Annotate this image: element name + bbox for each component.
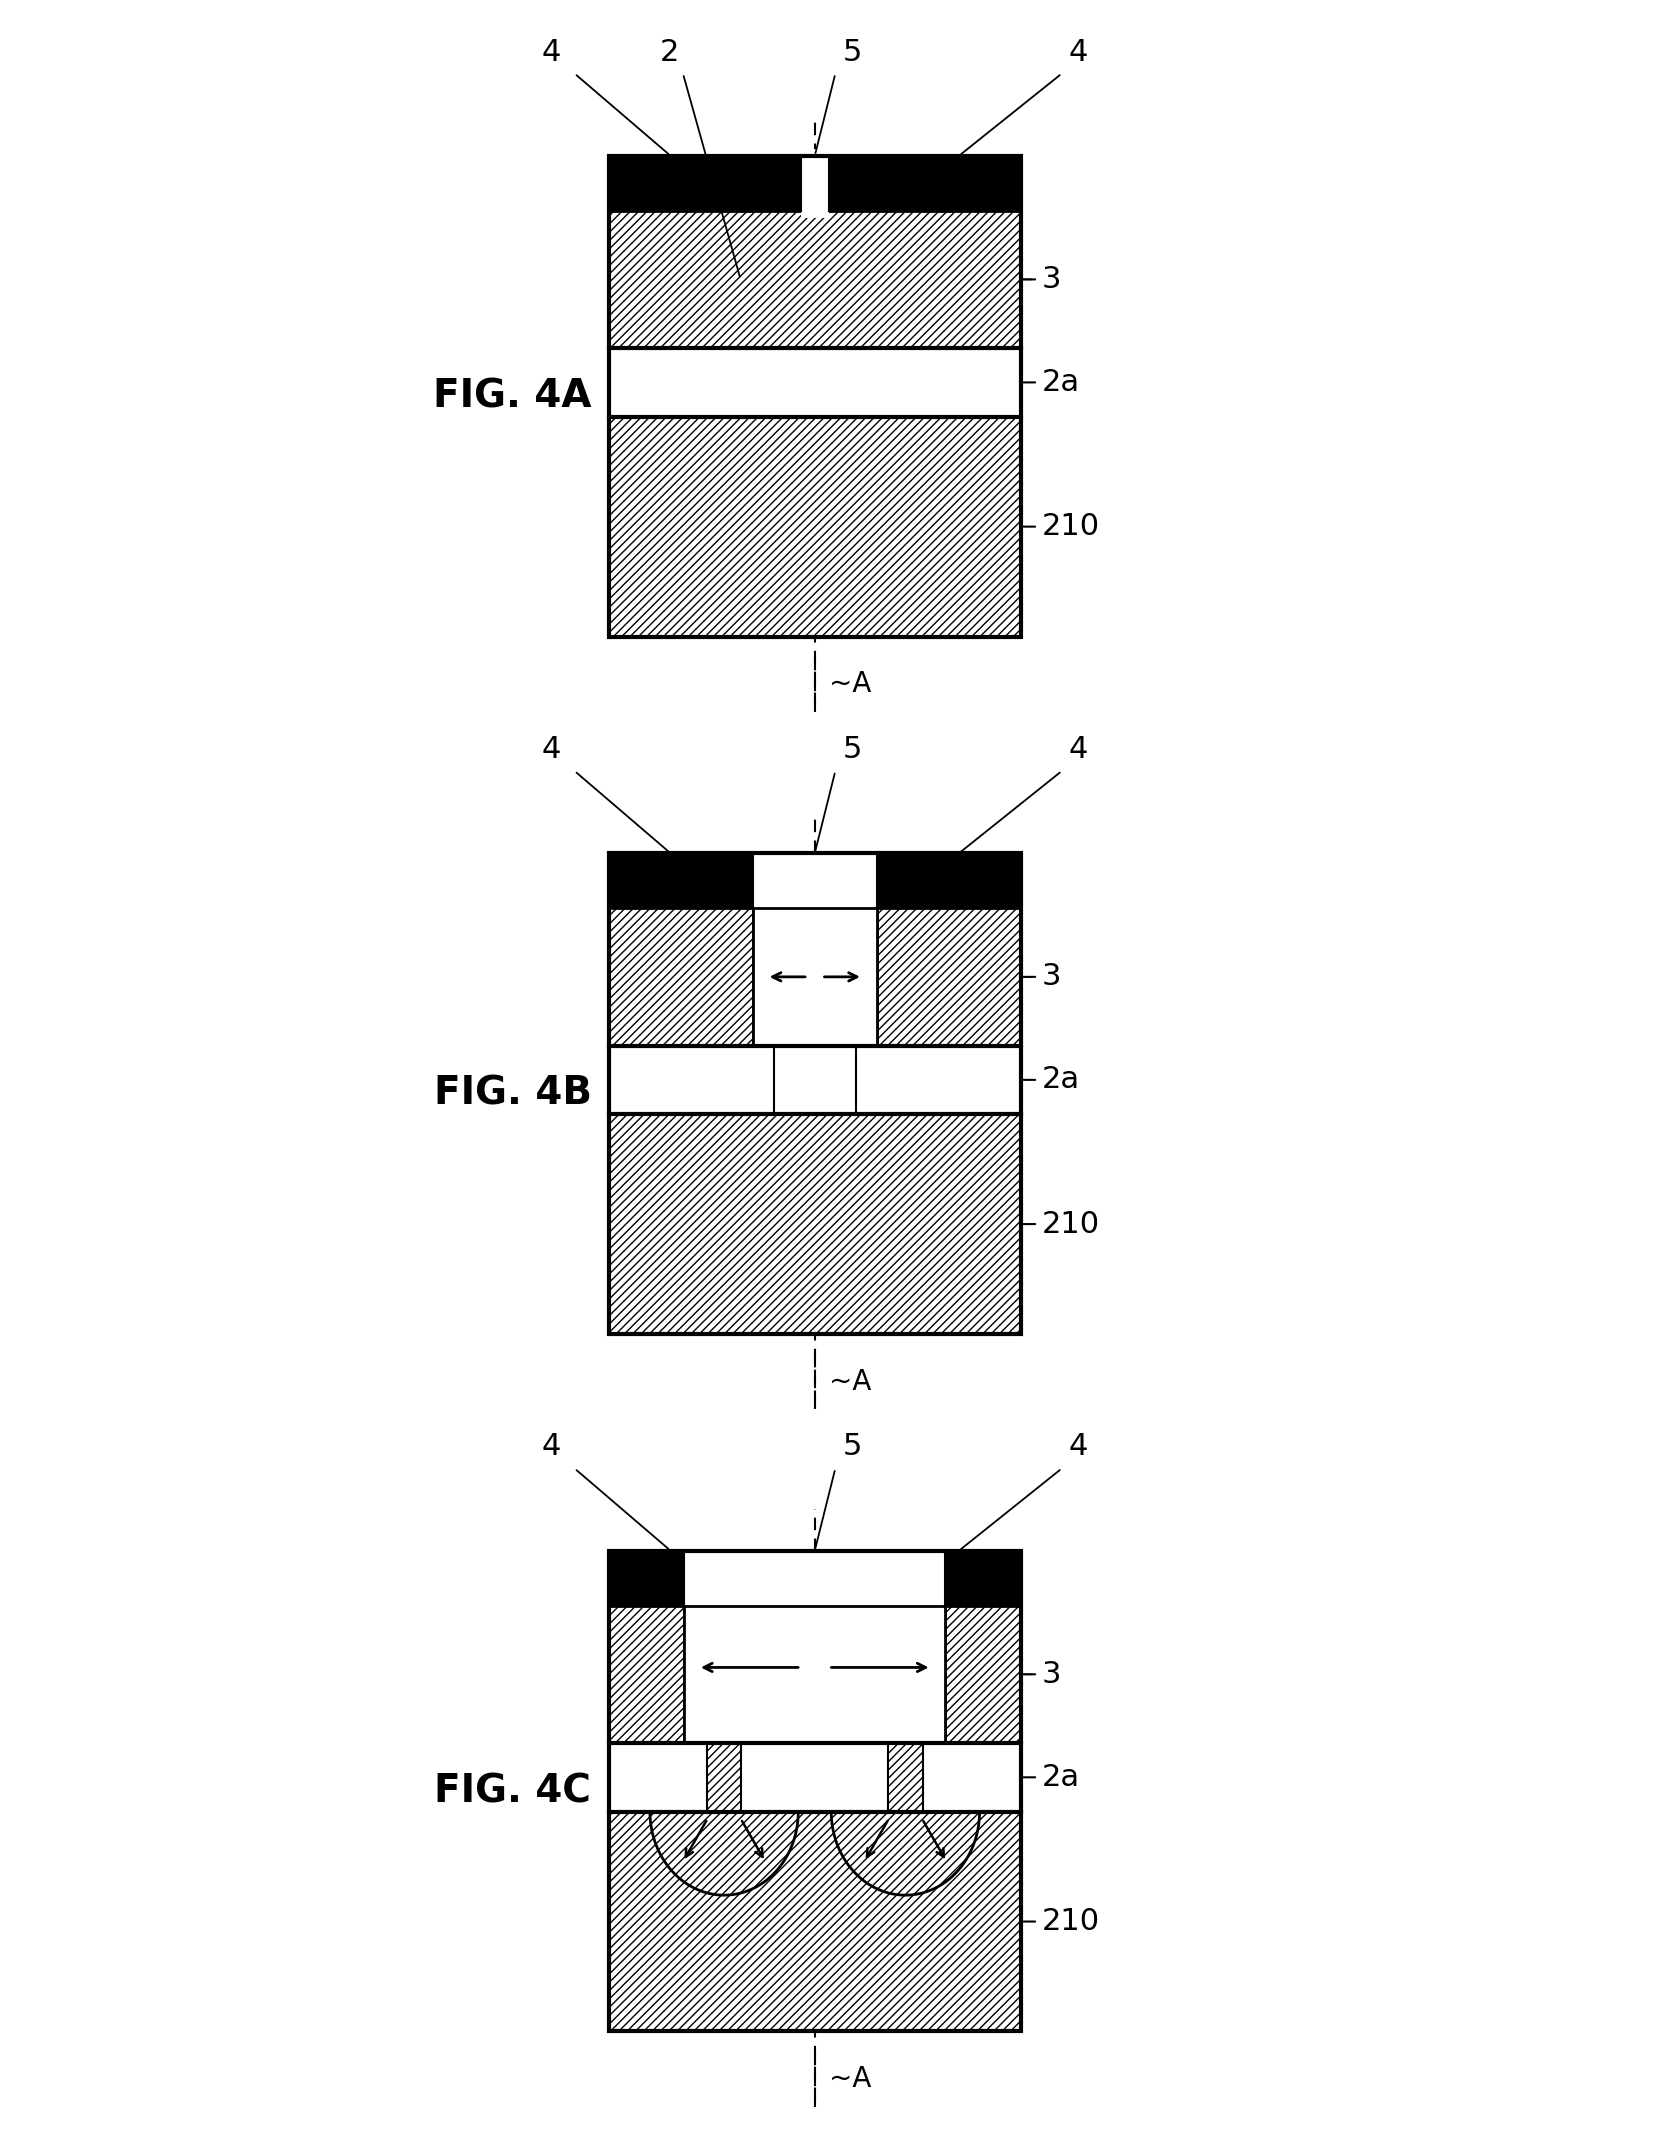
- Text: 3: 3: [1041, 961, 1060, 991]
- Bar: [608, 157, 1021, 637]
- Bar: [944, 1605, 1021, 1743]
- Text: 2a: 2a: [1041, 1762, 1079, 1792]
- Text: 3: 3: [1041, 1659, 1060, 1689]
- Bar: [944, 1552, 1021, 1605]
- Text: 2: 2: [659, 36, 679, 67]
- Text: ~A: ~A: [828, 2064, 872, 2092]
- Bar: [608, 1045, 1021, 1114]
- Text: ~A: ~A: [828, 1367, 872, 1395]
- Bar: [877, 908, 1021, 1045]
- Bar: [608, 854, 1021, 1335]
- Text: 5: 5: [842, 1431, 862, 1461]
- Bar: [684, 1605, 944, 1743]
- Text: FIG. 4C: FIG. 4C: [434, 1773, 592, 1809]
- Text: 2a: 2a: [1041, 1064, 1079, 1094]
- Bar: [608, 210, 1021, 348]
- Bar: [608, 416, 1021, 637]
- Bar: [608, 1605, 684, 1743]
- Text: FIG. 4B: FIG. 4B: [434, 1075, 592, 1112]
- Text: 4: 4: [1069, 36, 1089, 67]
- Text: 210: 210: [1041, 1908, 1100, 1936]
- Bar: [608, 908, 752, 1045]
- Text: 5: 5: [842, 36, 862, 67]
- Bar: [608, 1114, 1021, 1335]
- Text: 5: 5: [842, 734, 862, 764]
- Text: 2a: 2a: [1041, 367, 1079, 397]
- Bar: [608, 1743, 1021, 1811]
- Bar: [608, 157, 1021, 210]
- Text: 210: 210: [1041, 1210, 1100, 1238]
- Text: 3: 3: [1041, 264, 1060, 294]
- Text: 4: 4: [1069, 734, 1089, 764]
- Text: 4: 4: [542, 1431, 560, 1461]
- Bar: [608, 854, 752, 908]
- Text: 4: 4: [1069, 1431, 1089, 1461]
- Bar: [608, 1811, 1021, 2032]
- Text: FIG. 4A: FIG. 4A: [434, 378, 592, 414]
- Bar: [608, 1552, 684, 1605]
- Text: 4: 4: [542, 734, 560, 764]
- Bar: [708, 1743, 741, 1811]
- Text: ~A: ~A: [828, 670, 872, 697]
- Text: 4: 4: [542, 36, 560, 67]
- Text: 210: 210: [1041, 513, 1100, 541]
- Bar: [752, 908, 877, 1045]
- Bar: [800, 148, 828, 217]
- Bar: [888, 1743, 923, 1811]
- Bar: [608, 348, 1021, 416]
- Bar: [608, 1552, 1021, 2032]
- Bar: [877, 854, 1021, 908]
